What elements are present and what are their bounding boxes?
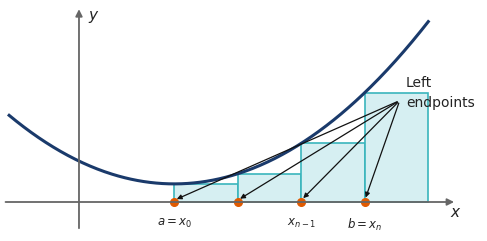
Text: Left: Left bbox=[406, 76, 432, 90]
Text: $b = x_n$: $b = x_n$ bbox=[347, 217, 382, 233]
Text: x: x bbox=[450, 205, 459, 220]
Bar bbox=[301, 143, 365, 202]
Bar bbox=[365, 93, 428, 202]
Text: endpoints: endpoints bbox=[406, 96, 475, 110]
Text: $x_{n-1}$: $x_{n-1}$ bbox=[287, 217, 316, 230]
Bar bbox=[174, 184, 238, 202]
Bar bbox=[238, 174, 301, 202]
Text: $a = x_0$: $a = x_0$ bbox=[157, 217, 192, 230]
Text: y: y bbox=[89, 8, 97, 23]
